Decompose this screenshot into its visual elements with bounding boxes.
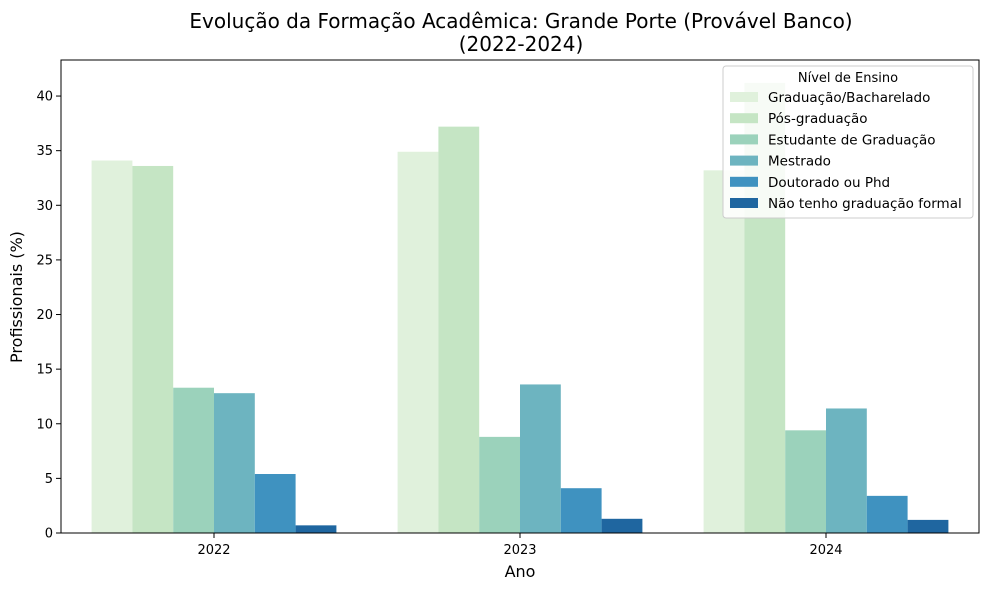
y-axis-label: Profissionais (%) — [7, 231, 26, 363]
bar-2024-series-0 — [703, 170, 745, 533]
legend-swatch — [730, 92, 758, 102]
legend-label: Mestrado — [768, 154, 831, 170]
x-tick-label: 2024 — [809, 543, 842, 558]
legend: Nível de Ensino Graduação/Bacharelado Pós… — [722, 65, 974, 219]
bar-2023-series-3 — [520, 384, 561, 533]
bar-2023-series-1 — [438, 126, 480, 533]
legend-swatch — [730, 113, 758, 124]
bar-2023-series-5 — [601, 518, 643, 533]
y-tick-label: 30 — [36, 199, 53, 214]
x-tick-label: 2023 — [503, 543, 536, 558]
bar-2024-series-3 — [826, 408, 867, 533]
legend-swatch — [730, 155, 758, 166]
y-tick-label: 5 — [45, 472, 53, 487]
y-tick-label: 15 — [36, 363, 53, 378]
legend-label: Doutorado ou Phd — [768, 175, 890, 191]
y-tick-label: 25 — [36, 253, 53, 268]
bar-2023-series-4 — [560, 488, 602, 533]
legend-label: Graduação/Bacharelado — [768, 90, 930, 106]
bar-2022-series-1 — [132, 165, 174, 533]
bar-2022-series-5 — [295, 525, 337, 533]
bars-layer — [91, 82, 949, 533]
bar-2022-series-3 — [214, 393, 255, 533]
x-axis-label: Ano — [505, 562, 536, 581]
legend-label: Estudante de Graduação — [768, 132, 936, 148]
y-tick-label: 40 — [36, 90, 53, 105]
y-tick-label: 35 — [36, 144, 53, 159]
bar-2024-series-2 — [785, 430, 826, 533]
legend-swatch — [730, 198, 758, 208]
y-tick-label: 0 — [45, 527, 53, 542]
bar-2023-series-0 — [397, 151, 439, 533]
x-axis: 2022 2023 2024 — [197, 533, 843, 558]
y-tick-label: 20 — [36, 308, 53, 323]
legend-box — [722, 65, 974, 219]
legend-label: Não tenho graduação formal — [768, 196, 962, 212]
legend-items: Graduação/Bacharelado Pós-graduação Estuda… — [730, 90, 962, 212]
y-tick-label: 10 — [36, 417, 53, 432]
bar-2022-series-2 — [173, 387, 214, 533]
bar-2022-series-0 — [91, 160, 133, 533]
y-axis: 0 5 10 15 20 25 30 35 40 — [36, 90, 61, 542]
chart-title-line2: (2022-2024) — [459, 32, 584, 56]
bar-2023-series-2 — [479, 436, 520, 533]
bar-2024-series-5 — [907, 519, 949, 533]
legend-label: Pós-graduação — [768, 111, 868, 127]
bar-2024-series-4 — [866, 495, 908, 533]
x-tick-label: 2022 — [197, 543, 230, 558]
legend-swatch — [730, 134, 758, 145]
chart-title-line1: Evolução da Formação Acadêmica: Grande P… — [189, 9, 852, 33]
bar-2022-series-4 — [254, 474, 296, 533]
legend-title: Nível de Ensino — [798, 71, 898, 86]
legend-swatch — [730, 176, 758, 187]
